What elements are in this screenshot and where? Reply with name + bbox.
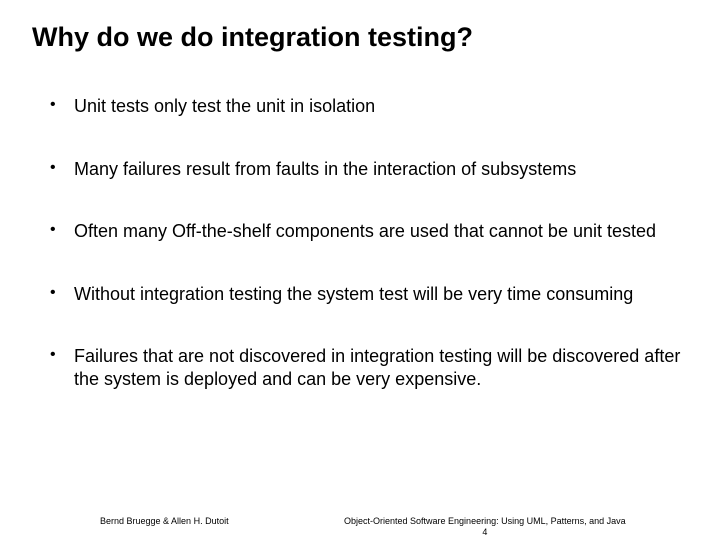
bullet-item: Often many Off-the-shelf components are … (50, 220, 688, 243)
footer-book-title: Object-Oriented Software Engineering: Us… (344, 516, 626, 526)
bullet-item: Without integration testing the system t… (50, 283, 688, 306)
bullet-item: Unit tests only test the unit in isolati… (50, 95, 688, 118)
slide-container: Why do we do integration testing? Unit t… (0, 0, 720, 540)
footer-author: Bernd Bruegge & Allen H. Dutoit (0, 516, 229, 526)
bullet-item: Failures that are not discovered in inte… (50, 345, 688, 390)
footer-book: Object-Oriented Software Engineering: Us… (344, 516, 626, 537)
slide-title: Why do we do integration testing? (32, 22, 688, 53)
page-number: 4 (344, 527, 626, 537)
bullet-list: Unit tests only test the unit in isolati… (32, 95, 688, 390)
bullet-item: Many failures result from faults in the … (50, 158, 688, 181)
slide-footer: Bernd Bruegge & Allen H. Dutoit Object-O… (0, 516, 720, 526)
